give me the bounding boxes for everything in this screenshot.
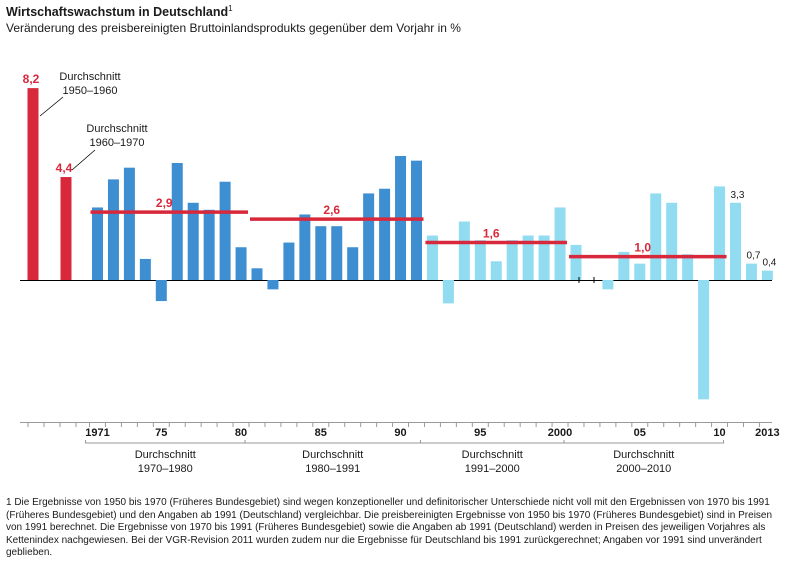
footnote: 1 Die Ergebnisse von 1950 bis 1970 (Früh…: [6, 497, 773, 558]
average-bar-label-line: 1960–1970: [89, 137, 144, 149]
chart-title-text: Wirtschaftswachstum in Deutschland: [6, 5, 229, 20]
bar-1980: [235, 247, 247, 280]
x-tick-label-1980: 80: [235, 427, 247, 439]
bar-1998: [522, 235, 534, 280]
x-tick-label-1995: 95: [474, 427, 486, 439]
bar-value-label: 3,3: [731, 190, 745, 201]
chart-title: Wirtschaftswachstum in Deutschland1: [6, 4, 233, 19]
bar-1975: [155, 280, 167, 302]
period-bracket-1: [85, 440, 246, 444]
bar-2013: [761, 270, 773, 280]
average-bar-2: [60, 177, 72, 280]
x-tick-label-1971: 1971: [85, 427, 109, 439]
bar-1989: [379, 188, 391, 280]
bar-2010: [714, 186, 726, 280]
average-bar-label-line: 1950–1960: [62, 85, 117, 97]
bar-1992: [426, 235, 438, 280]
average-line-value-label: 1,0: [634, 241, 651, 255]
bar-1974: [139, 258, 151, 280]
bar-1994: [458, 221, 470, 280]
x-tick-label-1990: 90: [394, 427, 406, 439]
bar-1985: [315, 226, 327, 280]
x-tick-label-1975: 75: [155, 427, 167, 439]
average-line-value-label: 2,9: [156, 196, 173, 210]
bar-1972: [107, 179, 119, 280]
average-line-value-label: 2,6: [323, 203, 340, 217]
bar-1971: [92, 207, 103, 280]
bar-1976: [171, 163, 183, 280]
average-bar-value-label: 8,2: [23, 72, 40, 86]
average-bar-1: [27, 88, 39, 281]
title-footnote-mark: 1: [228, 4, 233, 13]
bar-2003: [602, 280, 614, 290]
bar-2005: [634, 263, 646, 280]
period-label-line: 2000–2010: [616, 463, 671, 475]
period-bracket-4: [563, 440, 725, 444]
leader-line: [71, 149, 96, 171]
bar-1977: [187, 202, 199, 280]
x-tick-label-2010: 10: [713, 427, 725, 439]
bar-2007: [666, 202, 678, 280]
leader-line: [39, 96, 64, 117]
bar-1982: [267, 280, 279, 290]
average-bar-label-line: Durchschnitt: [86, 123, 147, 135]
bar-1986: [331, 226, 343, 280]
bar-1995: [474, 240, 486, 280]
x-tick-label-2000: 2000: [548, 427, 572, 439]
period-label-line: Durchschnitt: [302, 449, 363, 461]
bar-1993: [442, 280, 454, 304]
period-label-line: Durchschnitt: [613, 449, 674, 461]
average-bar-value-label: 4,4: [56, 161, 73, 175]
bar-1981: [251, 268, 263, 280]
bar-1999: [538, 235, 550, 280]
x-tick-label-2013: 2013: [755, 427, 779, 439]
period-label-line: 1970–1980: [138, 463, 193, 475]
bar-2009: [698, 280, 710, 400]
bar-1984: [299, 214, 311, 280]
bar-1987: [347, 247, 359, 280]
period-bracket-3: [419, 440, 565, 444]
bar-2004: [618, 251, 630, 280]
average-line-value-label: 1,6: [483, 227, 500, 241]
period-bracket-2: [244, 440, 421, 444]
bar-1997: [506, 240, 518, 280]
period-label-line: Durchschnitt: [462, 449, 523, 461]
period-label-line: 1991–2000: [465, 463, 520, 475]
bar-2008: [682, 254, 694, 280]
average-bar-label-line: Durchschnitt: [59, 71, 120, 83]
bar-1978: [203, 209, 215, 280]
bar-2012: [745, 263, 757, 280]
bar-1996: [490, 261, 502, 280]
period-label-line: Durchschnitt: [135, 449, 196, 461]
bar-2001: [570, 244, 582, 280]
bar-1973: [123, 167, 135, 280]
bar-1988: [363, 193, 375, 280]
bar-value-label: 0,7: [746, 251, 760, 262]
bar-1979: [219, 181, 231, 280]
bar-2011: [730, 202, 741, 280]
bar-1983: [283, 242, 295, 280]
x-tick-label-1985: 85: [315, 427, 327, 439]
bar-value-label: 0,4: [762, 258, 776, 269]
growth-chart: 8,2 4,4 Durchschnitt 1950–1960 Durchschnitt 1…: [20, 71, 780, 475]
chart-subtitle: Veränderung des preisbereinigten Bruttoi…: [6, 21, 461, 35]
period-label-line: 1980–1991: [305, 463, 360, 475]
x-tick-label-2005: 05: [634, 427, 646, 439]
bar-2006: [650, 193, 662, 280]
